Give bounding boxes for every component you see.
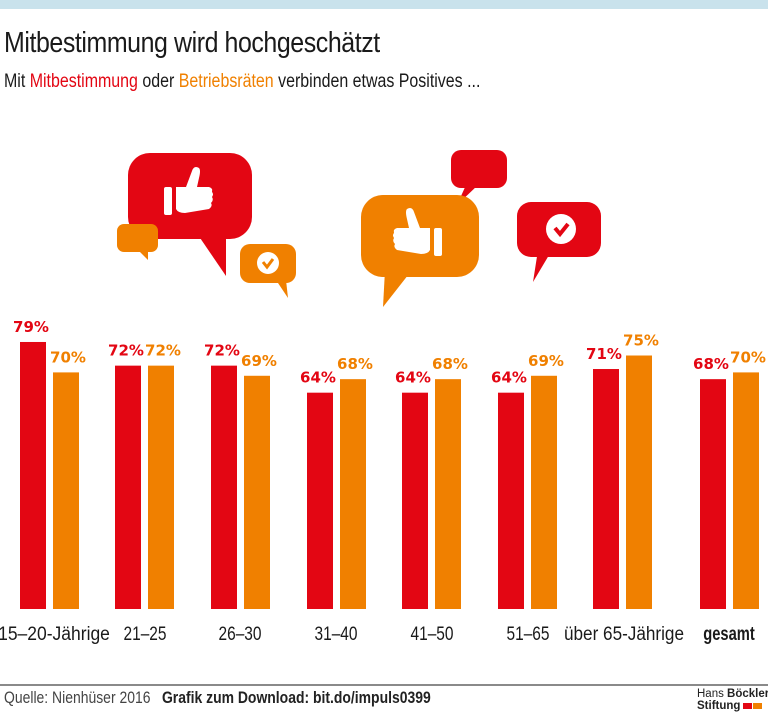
value-label: 70% xyxy=(50,348,86,366)
logo-orange-square xyxy=(753,702,763,709)
bar-betriebsraeten xyxy=(435,379,461,609)
bubble-cluster-right xyxy=(361,150,601,307)
bar-mitbestimmung xyxy=(211,365,237,609)
value-label: 72% xyxy=(108,342,144,360)
category-label: 21–25 xyxy=(124,624,167,645)
bars-layer xyxy=(20,341,759,609)
category-label: gesamt xyxy=(703,624,755,645)
speech-bubble-check-icon xyxy=(240,244,296,298)
subtitle-prefix: Mit xyxy=(4,71,30,92)
subtitle-suffix: verbinden etwas Positives ... xyxy=(273,71,481,92)
speech-bubble-icon xyxy=(117,224,158,260)
category-label: 41–50 xyxy=(411,624,454,645)
value-label: 69% xyxy=(528,352,564,370)
value-label: 79% xyxy=(13,318,49,336)
download-link[interactable]: Grafik zum Download: bit.do/impuls0399 xyxy=(161,688,431,707)
bar-betriebsraeten xyxy=(53,372,79,609)
bar-mitbestimmung xyxy=(115,365,141,609)
source-text: Quelle: Nienhüser 2016 xyxy=(4,688,151,707)
bar-betriebsraeten xyxy=(148,365,174,609)
logo-text-boeckler: Böckler xyxy=(727,688,768,700)
value-label: 72% xyxy=(204,342,240,360)
bar-betriebsraeten xyxy=(244,375,270,609)
bar-mitbestimmung xyxy=(402,392,428,609)
bar-betriebsraeten xyxy=(340,379,366,609)
value-label: 72% xyxy=(145,342,181,360)
logo-text-stiftung: Stiftung xyxy=(697,700,741,712)
logo-red-square xyxy=(743,702,753,709)
bar-mitbestimmung xyxy=(498,392,524,609)
legend-betriebsraeten: Betriebsräten xyxy=(178,71,274,92)
bar-mitbestimmung xyxy=(20,341,46,609)
category-label: 31–40 xyxy=(315,624,358,645)
bar-mitbestimmung xyxy=(700,379,726,609)
value-labels-layer: 79%70% 72% 72% 72%69%64%68%64%68%64%69% 71%7… xyxy=(13,318,766,387)
value-label: 69% xyxy=(241,352,277,370)
footer: Quelle: Nienhüser 2016 Grafik zum Downloa… xyxy=(4,688,431,708)
bar-betriebsraeten xyxy=(531,375,557,609)
value-label: 68% xyxy=(693,355,729,373)
value-label: 70% xyxy=(730,348,766,366)
hans-boeckler-logo: Hans Böckler Stiftung xyxy=(697,688,768,712)
value-label: 64% xyxy=(300,369,336,387)
chart-title: Mitbestimmung wird hochgeschätzt xyxy=(4,27,380,59)
legend-mitbestimmung: Mitbestimmung xyxy=(29,71,138,92)
value-label: 68% xyxy=(337,355,373,373)
bar-betriebsraeten xyxy=(626,355,652,609)
value-label: 71% xyxy=(586,345,622,363)
top-band xyxy=(0,0,768,9)
subtitle-mid: oder xyxy=(137,71,179,92)
category-label: 15–20-Jährige xyxy=(0,624,110,645)
value-label: 68% xyxy=(432,355,468,373)
speech-bubble-thumbs-up-icon xyxy=(128,153,252,276)
speech-bubble-thumbs-up-icon xyxy=(361,195,479,307)
bubble-cluster-left xyxy=(117,153,296,298)
bar-mitbestimmung xyxy=(307,392,333,609)
category-labels-layer: 15–20-Jährige 21–25 26–30 31–40 41–50 51–65 üb… xyxy=(0,624,755,645)
speech-bubble-check-icon xyxy=(517,202,601,282)
value-label: 64% xyxy=(395,369,431,387)
footer-divider xyxy=(0,684,768,686)
bar-mitbestimmung xyxy=(593,369,619,609)
category-label: 51–65 xyxy=(507,624,550,645)
chart-subtitle: Mit Mitbestimmung oder Betriebsräten ver… xyxy=(4,71,480,93)
value-label: 75% xyxy=(623,332,659,350)
category-label: über 65-Jährige xyxy=(564,624,684,645)
category-label: 26–30 xyxy=(219,624,262,645)
logo-text-hans: Hans xyxy=(697,688,728,700)
bar-betriebsraeten xyxy=(733,372,759,609)
value-label: 64% xyxy=(491,369,527,387)
